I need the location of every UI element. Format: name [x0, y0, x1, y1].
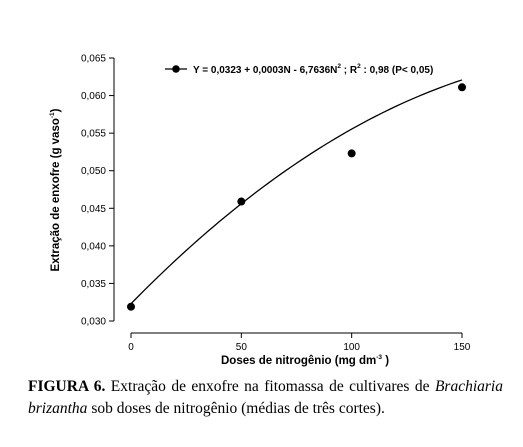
y-tick-label: 0,045 — [81, 204, 106, 215]
legend-equation: Y = 0,0323 + 0,0003N - 6,7636N2 ; R2 : 0… — [193, 63, 433, 76]
regression-curve — [130, 79, 463, 305]
y-tick-label: 0,060 — [81, 91, 106, 102]
y-tick-label: 0,035 — [81, 279, 106, 290]
data-point — [458, 83, 466, 92]
x-tick-label: 50 — [236, 342, 248, 353]
data-point — [127, 302, 135, 311]
y-tick-label: 0,040 — [81, 241, 106, 252]
data-point — [237, 197, 246, 206]
legend: Y = 0,0323 + 0,0003N - 6,7636N2 ; R2 : 0… — [165, 63, 433, 76]
x-tick-label: 150 — [454, 342, 471, 353]
caption-label: FIGURA 6. — [28, 378, 106, 395]
data-point — [347, 149, 356, 158]
chart: 0,030 0,035 0,040 0,045 0,050 0,055 0,060 0,065… — [49, 54, 471, 368]
y-tick-label: 0,050 — [81, 166, 106, 177]
x-ticks: 0 50 100 150 — [128, 333, 471, 353]
caption-species: Brachiaria brizantha — [28, 378, 503, 417]
figure-caption: FIGURA 6. Extração de enxofre na fitomas… — [28, 376, 503, 420]
y-tick-label: 0,030 — [81, 317, 106, 328]
caption-text: Extração de enxofre na fitomassa de cult… — [105, 378, 435, 395]
axes — [113, 58, 462, 334]
x-tick-label: 0 — [128, 342, 134, 353]
data-points — [127, 83, 466, 311]
y-ticks: 0,030 0,035 0,040 0,045 0,050 0,055 0,060 0,065 — [81, 54, 114, 328]
y-tick-label: 0,055 — [81, 129, 106, 140]
y-tick-label: 0,065 — [81, 54, 106, 65]
legend-marker — [172, 65, 180, 73]
x-tick-label: 100 — [343, 342, 360, 353]
y-axis-title: Extração de enxofre (g vaso-1) — [49, 108, 62, 271]
x-axis-title: Doses de nitrogênio (mg dm-3 ) — [221, 354, 389, 367]
caption-text-end: sob doses de nitrogênio (médias de três … — [87, 400, 385, 417]
